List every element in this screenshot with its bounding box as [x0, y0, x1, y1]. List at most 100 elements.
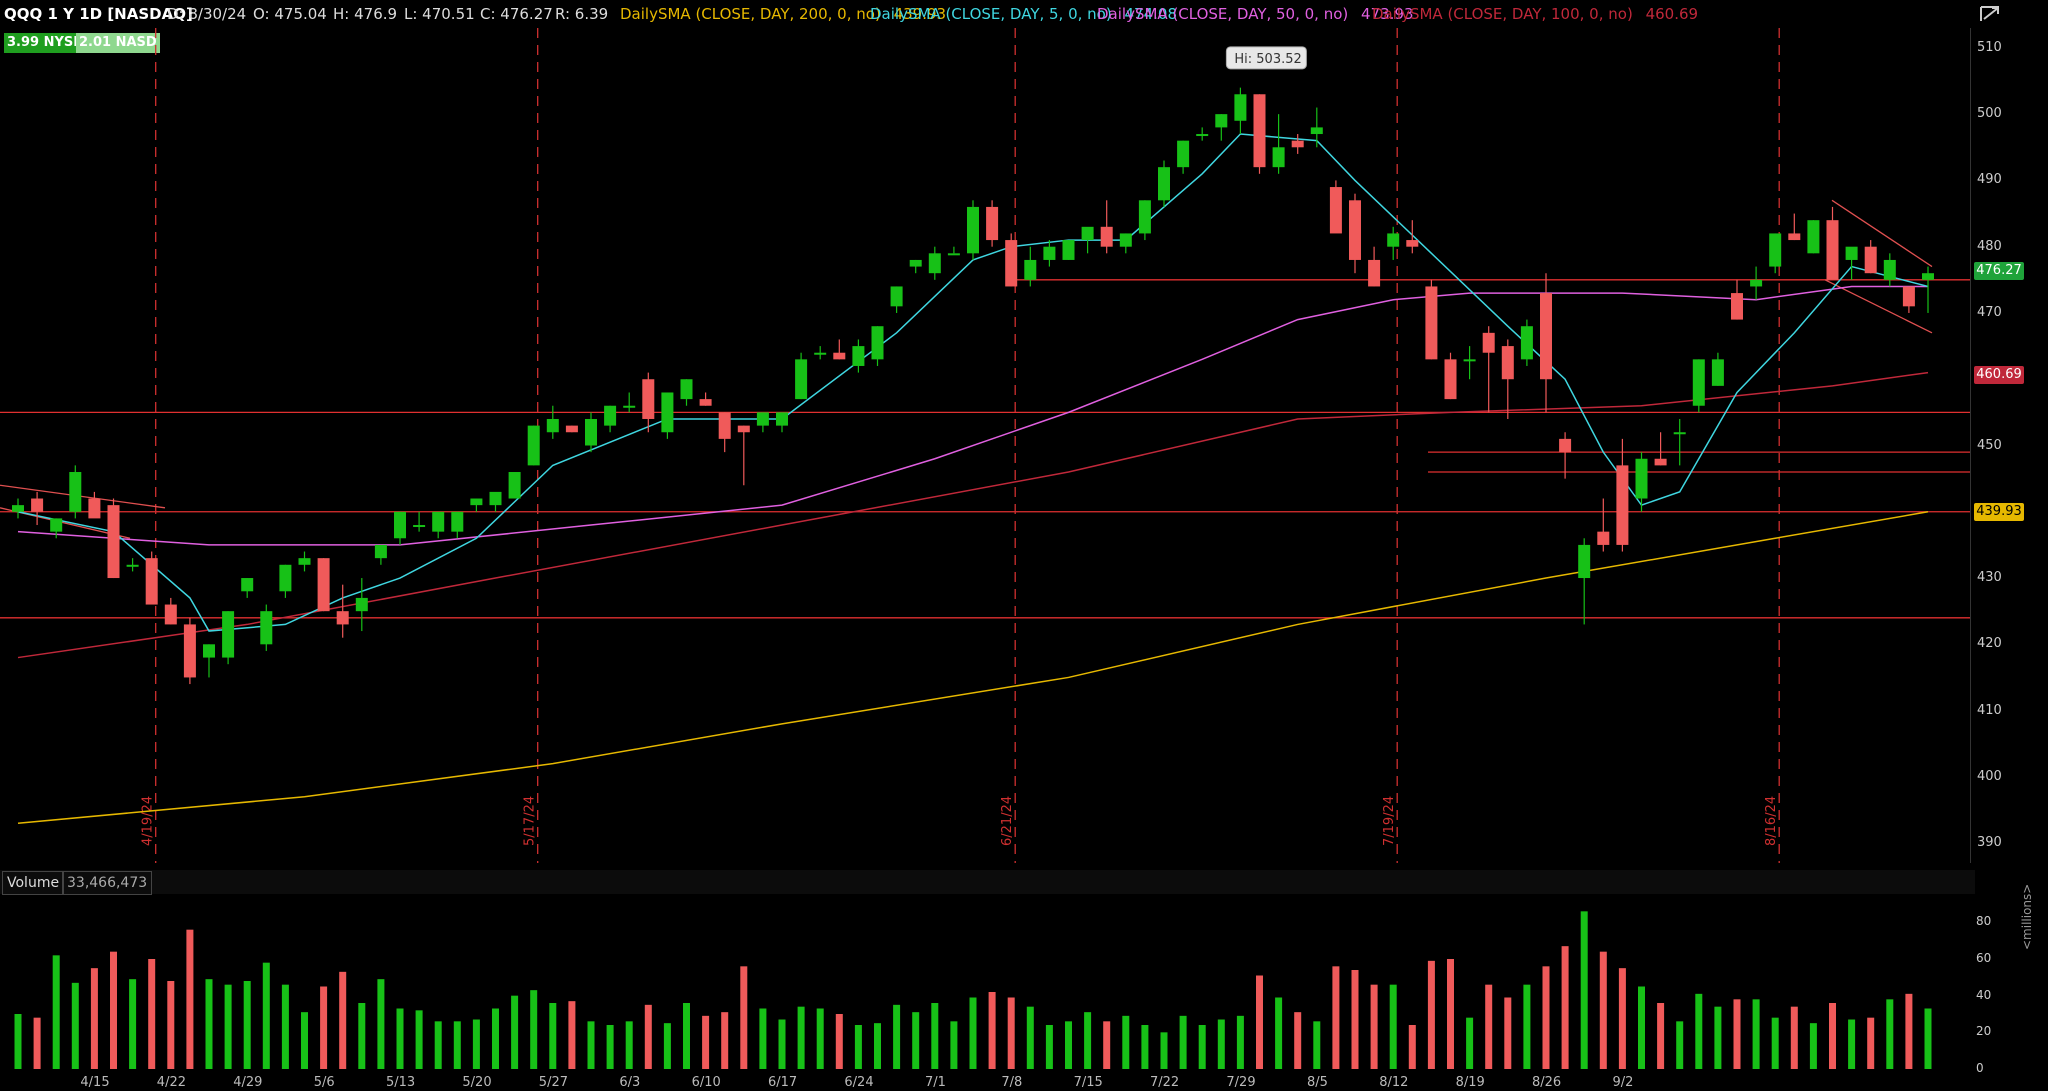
volume-bar [1160, 1032, 1168, 1069]
volume-bar [453, 1021, 461, 1069]
candle-body [203, 644, 215, 658]
volume-bar [148, 959, 156, 1069]
volume-bar [71, 982, 79, 1069]
candle-body [642, 379, 655, 419]
candle-body [126, 564, 139, 567]
date-axis-label: 6/3 [619, 1075, 640, 1090]
candle-body [623, 405, 636, 408]
volume-bar [1370, 984, 1378, 1069]
candle-body [1540, 293, 1552, 380]
volume-bar [587, 1021, 595, 1069]
volume-axis-tick: 40 [1976, 987, 1992, 1002]
sma100-value: 460.69 [1645, 5, 1699, 23]
candle-body [1826, 220, 1839, 280]
volume-bar [492, 1008, 499, 1069]
volume-bar [1580, 911, 1588, 1069]
sma100-study[interactable]: DailySMA (CLOSE, DAY, 100, 0, no) 460.69 [1372, 3, 1698, 25]
volume-bar [1752, 999, 1760, 1069]
price-axis-tick: 400 [1977, 768, 2002, 784]
price-chart[interactable]: 4/19/24 5/17/24 6/21/24 7/19/24 8/16/24 Hi: 5… [0, 28, 1970, 863]
volume-bar [1198, 1025, 1206, 1069]
high-readout: H: 476.9 [333, 5, 398, 23]
volume-bar [683, 1003, 690, 1069]
expand-icon[interactable] [1978, 4, 2002, 24]
volume-bar [511, 995, 519, 1069]
volume-bar [1275, 997, 1283, 1069]
volume-bar [1256, 975, 1263, 1069]
volume-bar [186, 929, 194, 1069]
volume-axis: 80 60 40 20 0 [1970, 894, 2020, 1075]
candle-body [680, 379, 693, 400]
candle-body [527, 425, 540, 466]
sma50-study[interactable]: DailySMA (CLOSE, DAY, 50, 0, no) 473.93 [1097, 3, 1414, 25]
symbol-label[interactable]: QQQ 1 Y 1D [NASDAQ] [4, 5, 193, 23]
sma50-value: 473.93 [1361, 5, 1414, 23]
sma5-value: 474.08 [1124, 5, 1178, 23]
low-readout: L: 470.51 [404, 5, 475, 23]
date-axis[interactable]: 4/15 4/22 4/29 5/6 5/13 5/20 5/27 6/3 6/10 6/17 6/… [0, 1071, 1970, 1091]
date-axis-label: 7/1 [925, 1075, 946, 1090]
price-tag: 460.69 [1974, 365, 2024, 384]
period-marker-label: 7/19/24 [1382, 796, 1397, 846]
volume-bar [33, 1017, 41, 1069]
volume-bar [262, 962, 270, 1069]
volume-bar [1103, 1021, 1111, 1069]
sma200-value: 439.93 [893, 5, 947, 23]
date-axis-label: 5/6 [314, 1075, 335, 1090]
volume-bar [1122, 1015, 1130, 1069]
volume-bar [740, 966, 748, 1069]
volume-bar [835, 1014, 843, 1069]
candle-body [967, 206, 979, 254]
period-marker-label: 6/21/24 [1000, 796, 1015, 846]
volume-bar [1485, 984, 1493, 1069]
candle-body [852, 346, 865, 366]
volume-bar [1427, 960, 1435, 1069]
date-axis-label: 4/22 [157, 1075, 186, 1090]
candle-body [1769, 233, 1782, 267]
date-axis-label: 8/12 [1379, 1075, 1408, 1090]
sma200-study[interactable]: DailySMA (CLOSE, DAY, 200, 0, no) 439.93 [620, 3, 946, 25]
candle-body [1368, 259, 1381, 287]
candle-body [1654, 458, 1667, 466]
candle-body [776, 412, 788, 426]
candle-body [1158, 167, 1170, 201]
price-axis-tick: 480 [1977, 238, 2002, 254]
volume-bar [1466, 1017, 1474, 1069]
sma5-study[interactable]: DailySMA (CLOSE, DAY, 5, 0, no) 474.08 [870, 3, 1177, 25]
date-axis-label: 7/15 [1074, 1075, 1103, 1090]
volume-bar [1065, 1021, 1072, 1069]
date-axis-label: 8/19 [1456, 1075, 1485, 1090]
candle-body [1215, 114, 1228, 128]
date-axis-label: 4/29 [233, 1075, 262, 1090]
volume-bar [1351, 970, 1359, 1069]
candle-body [31, 498, 44, 512]
price-axis[interactable]: 510500490480470460450440430420410400390 [1970, 28, 2048, 863]
volume-label[interactable]: Volume [2, 871, 65, 895]
volume-bar [1695, 993, 1703, 1069]
volume-bar [1332, 966, 1340, 1069]
volume-bar [893, 1004, 901, 1069]
candle-body [1005, 240, 1018, 287]
candle-body [986, 206, 999, 241]
volume-chart[interactable] [0, 894, 1970, 1071]
date-axis-label: 7/8 [1001, 1075, 1022, 1090]
candle-body [1329, 187, 1342, 234]
candle-body [1807, 220, 1820, 254]
volume-bar [434, 1021, 442, 1069]
candle-body [164, 604, 177, 625]
volume-bar [1886, 999, 1894, 1069]
candle-body [1692, 359, 1705, 406]
sma5-label: DailySMA (CLOSE, DAY, 5, 0, no) [870, 5, 1112, 23]
volume-bar [1523, 984, 1531, 1069]
volume-bar [625, 1021, 633, 1069]
candle-body [1845, 246, 1858, 260]
candle-body [1444, 359, 1457, 400]
nyse-tick-badge: 3.99 NYSE [4, 33, 86, 53]
price-axis-tick: 500 [1977, 106, 2002, 122]
candle-body [1597, 531, 1610, 545]
volume-bar [1026, 1006, 1034, 1069]
candle-body [1731, 293, 1743, 320]
sma200-line [17, 511, 1929, 824]
sma50-label: DailySMA (CLOSE, DAY, 50, 0, no) [1097, 5, 1349, 23]
volume-bar [129, 979, 137, 1069]
